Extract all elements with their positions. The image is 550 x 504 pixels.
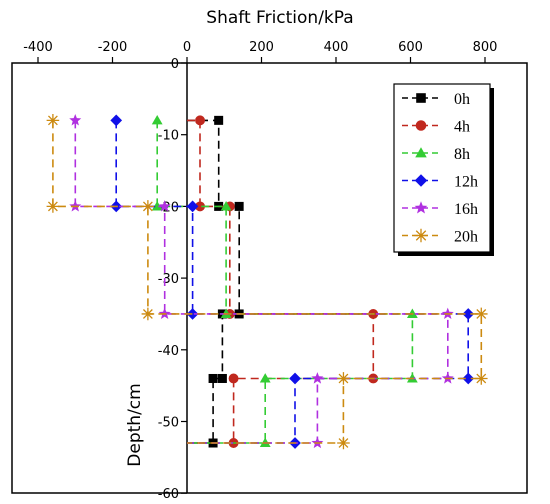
x-tick-label: -200 — [98, 40, 128, 55]
data-point — [110, 114, 123, 127]
x-tick-label: -400 — [23, 40, 53, 55]
data-point — [337, 436, 350, 450]
data-point — [220, 201, 232, 211]
x-tick-label: 800 — [473, 40, 498, 55]
legend-item: 20h — [402, 229, 478, 246]
data-point — [195, 115, 205, 126]
legend-marker — [414, 201, 428, 214]
legend-box — [393, 83, 491, 253]
series-4h — [187, 115, 379, 448]
legend-marker — [416, 93, 426, 103]
y-tick-label: -30 — [158, 272, 179, 287]
data-point — [158, 200, 171, 212]
series-line — [187, 119, 375, 444]
y-tick-label: -60 — [158, 487, 179, 502]
data-point — [151, 201, 163, 211]
y-tick-label: -10 — [158, 129, 179, 144]
y-tick-label: -40 — [158, 344, 179, 359]
plot-frame — [11, 62, 528, 494]
data-point — [186, 308, 199, 320]
data-point — [289, 372, 301, 385]
data-point — [228, 373, 239, 384]
data-point — [46, 200, 60, 213]
data-point — [259, 373, 271, 383]
data-point — [46, 114, 60, 127]
series-layer — [46, 114, 488, 450]
legend-label: 8h — [454, 146, 470, 163]
data-point — [195, 201, 205, 212]
legend-item: 12h — [402, 174, 478, 191]
data-point — [141, 200, 155, 213]
legend-label: 20h — [454, 229, 478, 246]
data-point — [311, 372, 324, 384]
legend-marker — [414, 228, 428, 243]
legend-marker — [415, 120, 427, 131]
legend-item: 4h — [402, 119, 470, 136]
data-point — [69, 114, 82, 126]
legend-label: 12h — [454, 174, 478, 191]
data-point — [337, 372, 350, 385]
data-point — [217, 373, 227, 383]
series-line — [187, 119, 240, 444]
data-point — [474, 307, 488, 321]
y-tick-label: 0 — [171, 57, 179, 72]
x-tick-label: 0 — [183, 40, 191, 55]
legend-item: 0h — [402, 91, 470, 108]
data-point — [474, 372, 488, 385]
legend-marker — [414, 174, 428, 187]
data-point — [186, 200, 199, 213]
x-tick-label: 200 — [249, 40, 274, 55]
series-8h — [151, 114, 418, 448]
series-20h — [46, 114, 488, 450]
legend: 0h 4h 8h 12h 16h 20h — [393, 83, 494, 256]
y-tick-label: -20 — [158, 200, 179, 215]
y-tick-label: -50 — [158, 416, 179, 431]
legend-marker — [415, 147, 427, 158]
data-point — [462, 372, 475, 385]
x-axis-title: Shaft Friction/kPa — [206, 8, 353, 28]
legend-label: 0h — [454, 91, 470, 108]
series-line — [52, 120, 483, 444]
x-tick-label: 400 — [324, 40, 349, 55]
series-line — [156, 120, 414, 444]
legend-item: 16h — [402, 201, 478, 218]
x-axis-ticks: -400 -200 0 200 400 600 800 — [23, 40, 497, 63]
legend-label: 16h — [454, 201, 478, 218]
data-point — [462, 308, 475, 320]
series-0h — [187, 115, 244, 448]
data-point — [141, 307, 155, 321]
data-point — [208, 373, 218, 383]
data-point — [151, 114, 163, 125]
data-point — [234, 201, 244, 211]
legend-label: 4h — [454, 119, 470, 136]
data-point — [214, 115, 224, 125]
x-tick-label: 600 — [398, 40, 423, 55]
y-axis-ticks: 0 -10 -20 -30 -40 -50 -60 — [158, 57, 187, 502]
y-axis-title: Depth/cm — [125, 383, 145, 466]
legend-item: 8h — [402, 146, 470, 163]
